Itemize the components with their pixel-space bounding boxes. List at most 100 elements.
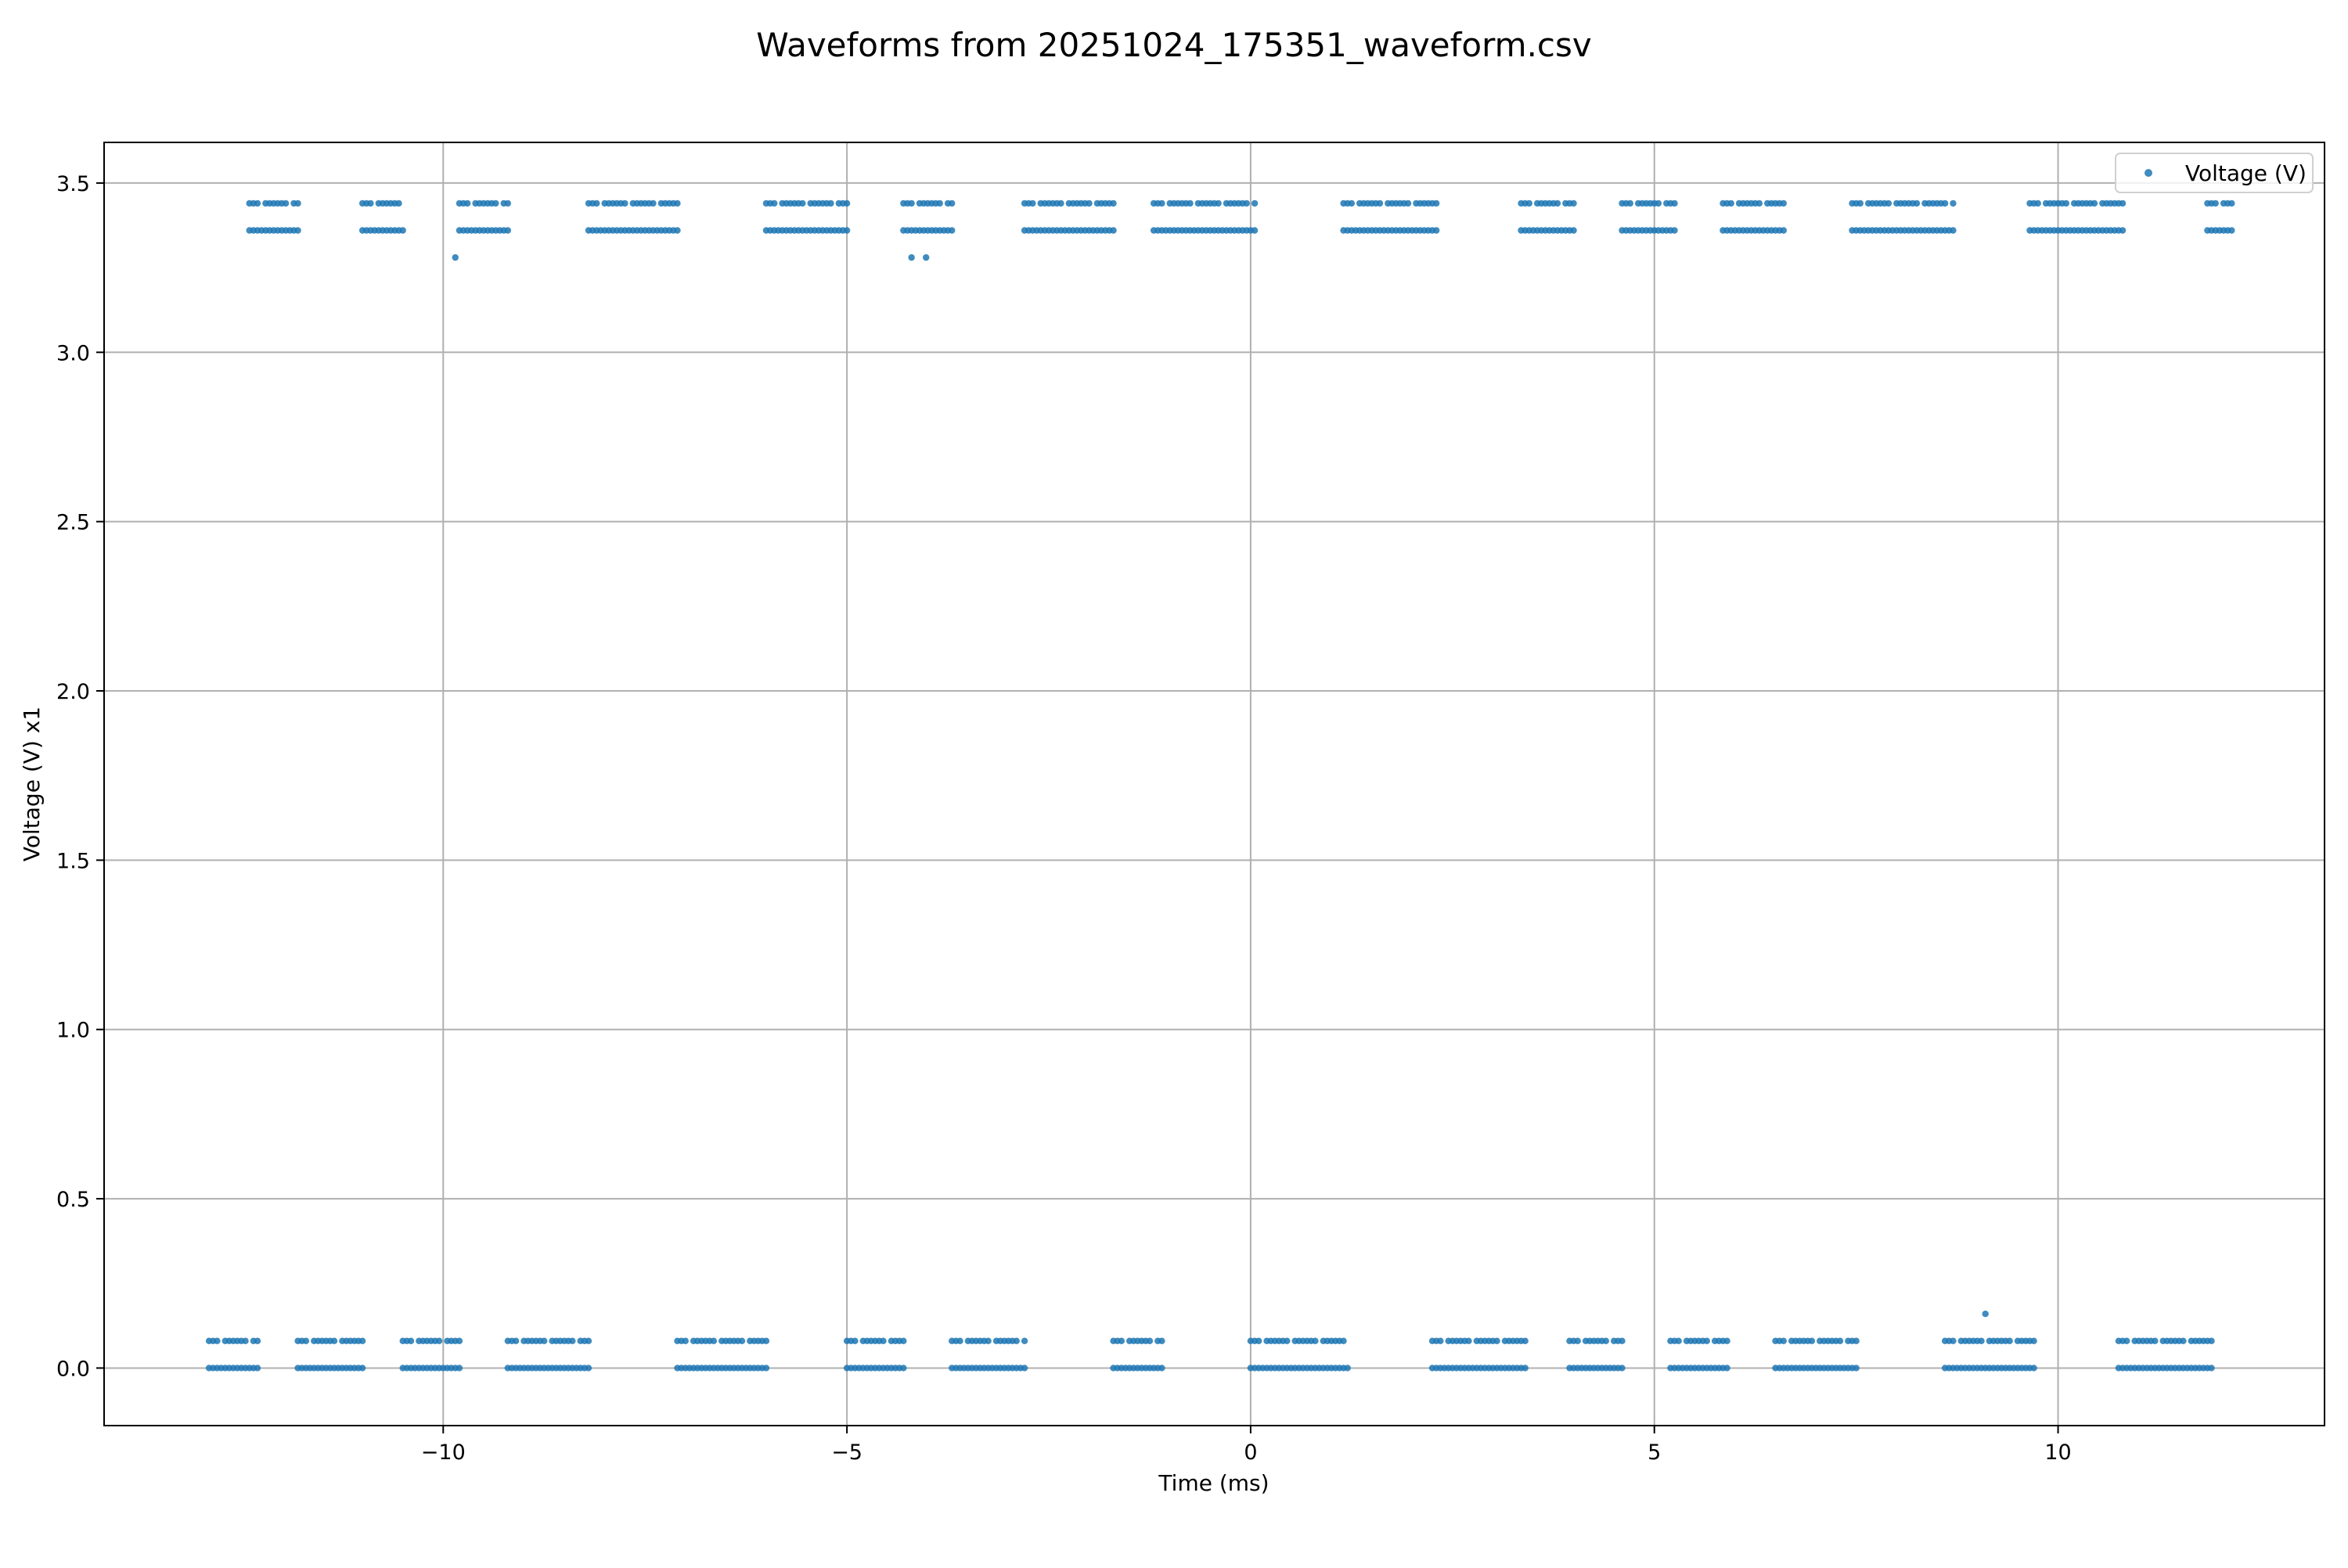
- x-tick-label: −5: [831, 1440, 862, 1465]
- data-point: [456, 1337, 463, 1345]
- data-point: [1110, 200, 1117, 207]
- data-point: [1110, 227, 1117, 234]
- x-tick-label: −10: [421, 1440, 466, 1465]
- data-point: [1723, 1337, 1730, 1345]
- data-point: [2123, 1337, 2130, 1345]
- data-point: [358, 1337, 366, 1345]
- data-point: [1029, 200, 1036, 207]
- data-point: [242, 1337, 249, 1345]
- data-point: [936, 200, 943, 207]
- y-tick-label: 0.5: [56, 1188, 90, 1212]
- legend-marker: [2145, 169, 2152, 177]
- data-point: [908, 254, 915, 261]
- data-point: [1619, 1337, 1626, 1345]
- data-point: [1522, 1337, 1529, 1345]
- data-point: [949, 227, 956, 234]
- data-point: [2119, 200, 2127, 207]
- data-point: [302, 1337, 310, 1345]
- data-point: [1675, 1337, 1682, 1345]
- x-tick-label: 10: [2044, 1440, 2071, 1465]
- data-point: [1340, 1337, 1347, 1345]
- data-point: [504, 227, 512, 234]
- data-point: [710, 1337, 718, 1345]
- data-point: [1146, 1337, 1154, 1345]
- y-axis-label: Voltage (V) x1: [19, 707, 45, 861]
- data-point: [827, 200, 834, 207]
- legend-box: [2115, 153, 2314, 193]
- data-point: [1655, 200, 1662, 207]
- data-point: [1086, 200, 1093, 207]
- data-point: [1780, 1337, 1787, 1345]
- data-point: [2152, 1337, 2159, 1345]
- data-point: [923, 254, 930, 261]
- data-point: [1950, 227, 1957, 234]
- data-point: [1780, 227, 1787, 234]
- legend: Voltage (V): [2115, 153, 2314, 193]
- data-point: [1570, 200, 1577, 207]
- data-point: [1853, 1365, 1860, 1372]
- data-point: [395, 200, 402, 207]
- data-point: [1243, 200, 1250, 207]
- data-point: [1021, 1365, 1028, 1372]
- data-point: [214, 1337, 221, 1345]
- y-tick-label: 0.0: [56, 1357, 90, 1381]
- chart-title: Waveforms from 20251024_175351_waveform.…: [756, 26, 1592, 64]
- data-point: [254, 200, 261, 207]
- data-point: [852, 1337, 859, 1345]
- data-point: [358, 1365, 366, 1372]
- data-point: [1013, 1337, 1020, 1345]
- data-point: [1941, 200, 1949, 207]
- data-point: [1158, 200, 1165, 207]
- data-point: [330, 1337, 338, 1345]
- data-point: [1856, 200, 1864, 207]
- data-point: [1671, 200, 1678, 207]
- data-point: [282, 200, 290, 207]
- y-tick-label: 3.5: [56, 172, 90, 196]
- y-tick-label: 1.5: [56, 849, 90, 873]
- data-point: [2208, 1365, 2215, 1372]
- x-axis-label: Time (ms): [1158, 1470, 1269, 1496]
- data-point: [254, 1337, 261, 1345]
- data-point: [956, 1337, 963, 1345]
- data-point: [1950, 1337, 1957, 1345]
- data-point: [1404, 200, 1412, 207]
- data-point: [1982, 1311, 1989, 1318]
- data-point: [1158, 1365, 1165, 1372]
- data-point: [1574, 1337, 1581, 1345]
- data-point: [1215, 200, 1222, 207]
- legend-label: Voltage (V): [2185, 160, 2307, 186]
- data-point: [682, 1337, 689, 1345]
- data-point: [1727, 200, 1734, 207]
- data-point: [1251, 227, 1259, 234]
- data-point: [674, 227, 681, 234]
- data-point: [1158, 1337, 1165, 1345]
- data-point: [949, 200, 956, 207]
- data-point: [1465, 1337, 1472, 1345]
- x-tick-label: 0: [1244, 1440, 1257, 1465]
- data-point: [1780, 200, 1787, 207]
- data-point: [1522, 1365, 1529, 1372]
- x-tick-label: 5: [1648, 1440, 1661, 1465]
- data-point: [1913, 200, 1921, 207]
- data-point: [1703, 1337, 1710, 1345]
- data-point: [1251, 200, 1259, 207]
- data-point: [1836, 1337, 1844, 1345]
- y-tick-label: 2.0: [56, 680, 90, 704]
- data-point: [294, 200, 301, 207]
- data-point: [1626, 200, 1633, 207]
- plot-area-frame: [103, 142, 2325, 1426]
- data-point: [2030, 1337, 2037, 1345]
- data-point: [1433, 200, 1440, 207]
- data-point: [1950, 200, 1957, 207]
- data-point: [2212, 200, 2219, 207]
- data-point: [1723, 1365, 1730, 1372]
- data-point: [569, 1337, 576, 1345]
- data-point: [593, 200, 600, 207]
- data-point: [799, 200, 806, 207]
- data-point: [464, 200, 471, 207]
- data-point: [585, 1365, 592, 1372]
- data-point: [762, 1365, 770, 1372]
- data-point: [541, 1337, 548, 1345]
- data-point: [1021, 1337, 1028, 1345]
- data-point: [1312, 1337, 1319, 1345]
